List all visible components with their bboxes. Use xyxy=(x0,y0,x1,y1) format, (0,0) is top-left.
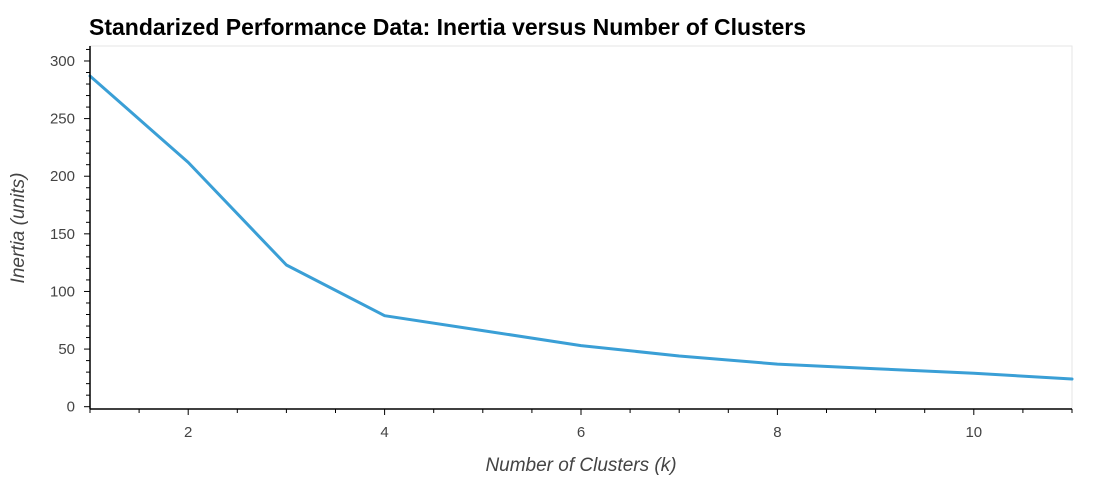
y-tick-label: 100 xyxy=(50,283,75,300)
x-tick-label: 4 xyxy=(380,424,388,441)
y-tick-label: 200 xyxy=(50,168,75,185)
x-tick-label: 8 xyxy=(773,424,781,441)
y-tick-label: 50 xyxy=(58,341,75,358)
x-tick-label: 10 xyxy=(965,424,982,441)
plot-frame xyxy=(89,45,1073,410)
y-tick-label: 300 xyxy=(50,53,75,70)
y-tick-label: 150 xyxy=(50,226,75,243)
y-axis-ticks: 0 50 100 150 200 250 300 xyxy=(50,48,90,416)
y-tick-label: 250 xyxy=(50,111,75,128)
series-line xyxy=(88,74,1074,381)
x-tick-label: 6 xyxy=(577,424,585,441)
y-tick-label: 0 xyxy=(67,399,75,416)
y-axis-label: Inertia (units) xyxy=(8,173,29,284)
chart-title: Standarized Performance Data: Inertia ve… xyxy=(89,14,806,40)
x-axis-label: Number of Clusters (k) xyxy=(485,455,676,476)
x-tick-label: 2 xyxy=(184,424,192,441)
plot-area xyxy=(88,74,1074,381)
x-axis-ticks: 2 4 6 8 10 xyxy=(89,409,1073,441)
